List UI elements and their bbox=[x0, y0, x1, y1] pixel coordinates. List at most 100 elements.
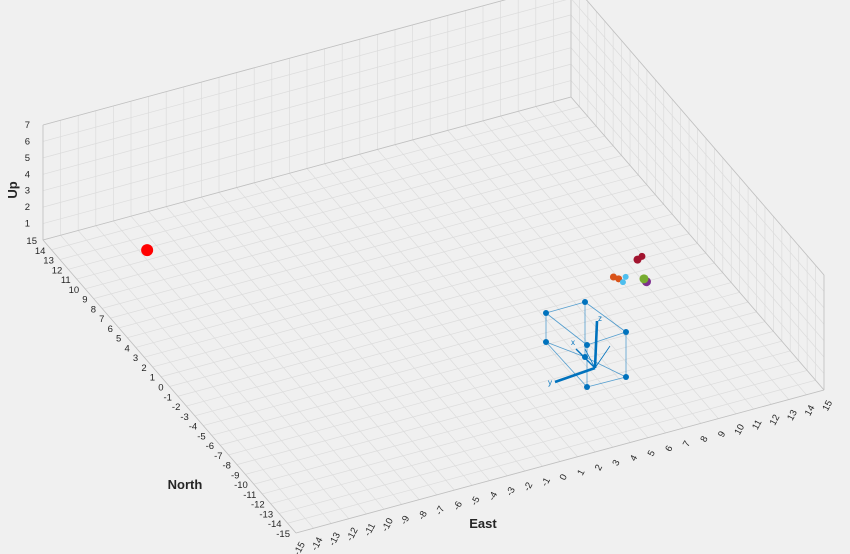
floor-grid-line-north bbox=[118, 184, 647, 329]
x-tick-label: 8 bbox=[698, 434, 710, 444]
y-tick-label: 9 bbox=[82, 295, 87, 306]
y-tick-label: -12 bbox=[251, 500, 265, 511]
y-tick-label: 0 bbox=[158, 383, 163, 394]
y-tick-label: 3 bbox=[133, 353, 138, 364]
frame-axis-guide bbox=[594, 345, 611, 369]
floor-grid-line-north bbox=[270, 360, 799, 505]
z-axis-title: Up bbox=[5, 181, 20, 198]
y-tick-label: -8 bbox=[223, 461, 231, 472]
back-wall-grid-line bbox=[42, 30, 572, 175]
frame-box-edge bbox=[584, 301, 627, 333]
floor-grid-line-north bbox=[262, 350, 791, 495]
floor-grid-line-north bbox=[169, 243, 698, 387]
y-tick-label: -10 bbox=[234, 480, 248, 491]
y-tick-label: 6 bbox=[108, 324, 113, 335]
back-wall-grid-line bbox=[42, 14, 572, 159]
frame-vertex bbox=[582, 299, 588, 305]
right-wall-grid-line bbox=[571, 0, 825, 292]
floor-grid-line-north bbox=[59, 116, 588, 260]
y-tick-label: 5 bbox=[116, 334, 121, 345]
y-tick-label: -7 bbox=[214, 451, 222, 462]
floor-grid-line-north bbox=[85, 145, 614, 290]
floor-grid-line-north bbox=[253, 340, 782, 485]
floor-grid-line-north bbox=[203, 282, 732, 426]
y-tick-label: 13 bbox=[43, 256, 54, 267]
box-edge bbox=[570, 96, 825, 391]
data-point bbox=[141, 244, 154, 257]
frame-box-edge bbox=[586, 376, 627, 388]
x-tick-label: -10 bbox=[380, 516, 396, 533]
x-tick-label: 3 bbox=[610, 458, 622, 468]
y-tick-label: 7 bbox=[99, 314, 104, 325]
frame-vertex bbox=[582, 354, 588, 360]
x-tick-label: 13 bbox=[785, 408, 800, 423]
x-tick-label: 4 bbox=[628, 453, 640, 463]
x-tick-label: -15 bbox=[292, 540, 308, 554]
data-point bbox=[622, 273, 629, 280]
y-tick-label: 4 bbox=[124, 343, 129, 354]
floor-grid-line-north bbox=[51, 106, 580, 251]
x-tick-label: -12 bbox=[345, 526, 361, 543]
z-tick-label: 5 bbox=[25, 153, 30, 164]
z-tick-label: 6 bbox=[25, 136, 30, 147]
frame-box-edge bbox=[586, 331, 627, 346]
z-tick-label: 7 bbox=[25, 120, 30, 131]
x-tick-label: 9 bbox=[716, 430, 728, 440]
floor-grid-line-north bbox=[279, 370, 808, 514]
back-wall-grid-line bbox=[42, 80, 572, 224]
frame-vertex bbox=[623, 374, 629, 380]
y-tick-label: -1 bbox=[163, 392, 171, 403]
x-tick-label: 2 bbox=[593, 463, 605, 473]
y-tick-label: 12 bbox=[52, 265, 63, 276]
x-tick-label: -9 bbox=[399, 514, 413, 527]
x-tick-label: 14 bbox=[803, 403, 818, 418]
right-wall-grid-line bbox=[570, 63, 825, 358]
box-edge bbox=[42, 0, 507, 126]
back-wall-grid-line bbox=[42, 47, 572, 192]
x-tick-label: 1 bbox=[575, 468, 587, 478]
x-tick-label: 6 bbox=[663, 444, 675, 454]
floor-grid-line-north bbox=[245, 331, 774, 475]
frame-vertex bbox=[543, 339, 549, 345]
floor-grid-line-north bbox=[228, 311, 757, 456]
y-tick-label: -14 bbox=[268, 519, 282, 530]
x-tick-label: 15 bbox=[820, 399, 835, 414]
right-wall-grid-line bbox=[570, 80, 825, 374]
x-tick-label: 12 bbox=[768, 413, 783, 428]
y-tick-label: -3 bbox=[180, 412, 188, 423]
frame-axis-x bbox=[575, 348, 596, 369]
z-tick-labels: 1 2 3 4 5 6 7 bbox=[25, 120, 30, 230]
floor-grid-line-north bbox=[144, 213, 673, 358]
y-tick-label: -9 bbox=[231, 470, 239, 481]
frame-vertex bbox=[584, 342, 590, 348]
frame-label-z: z bbox=[598, 314, 602, 323]
floor-grid-line-north bbox=[76, 135, 605, 280]
frame-vertex bbox=[543, 310, 549, 316]
x-tick-label: -2 bbox=[522, 481, 536, 494]
y-axis-title: North bbox=[168, 477, 203, 492]
x-tick-label: -11 bbox=[362, 521, 378, 538]
y-tick-label: 11 bbox=[61, 275, 71, 286]
x-tick-label: -14 bbox=[309, 535, 325, 552]
z-tick-label: 2 bbox=[25, 202, 30, 213]
frame-vertex bbox=[584, 384, 590, 390]
y-tick-label: -4 bbox=[189, 422, 197, 433]
y-tick-label: 1 bbox=[150, 373, 155, 384]
frame-box-edge bbox=[584, 356, 627, 378]
x-tick-label: 10 bbox=[732, 422, 747, 437]
floor-grid-line-north bbox=[101, 165, 631, 309]
floor-grid-line-north bbox=[236, 321, 766, 465]
frame-label-x: x bbox=[571, 338, 575, 347]
x-tick-label: -6 bbox=[451, 500, 465, 513]
box-edge bbox=[42, 96, 572, 241]
data-point bbox=[619, 279, 626, 286]
floor-grid-line-north bbox=[68, 125, 597, 270]
frame-axis-z bbox=[593, 320, 599, 369]
right-wall-grid-line bbox=[570, 31, 825, 325]
x-tick-label: -7 bbox=[434, 504, 448, 517]
back-wall-grid-line bbox=[42, 63, 572, 208]
y-tick-label: 2 bbox=[141, 363, 146, 374]
frame-box-edge bbox=[545, 312, 588, 346]
x-axis-title: East bbox=[469, 516, 497, 531]
